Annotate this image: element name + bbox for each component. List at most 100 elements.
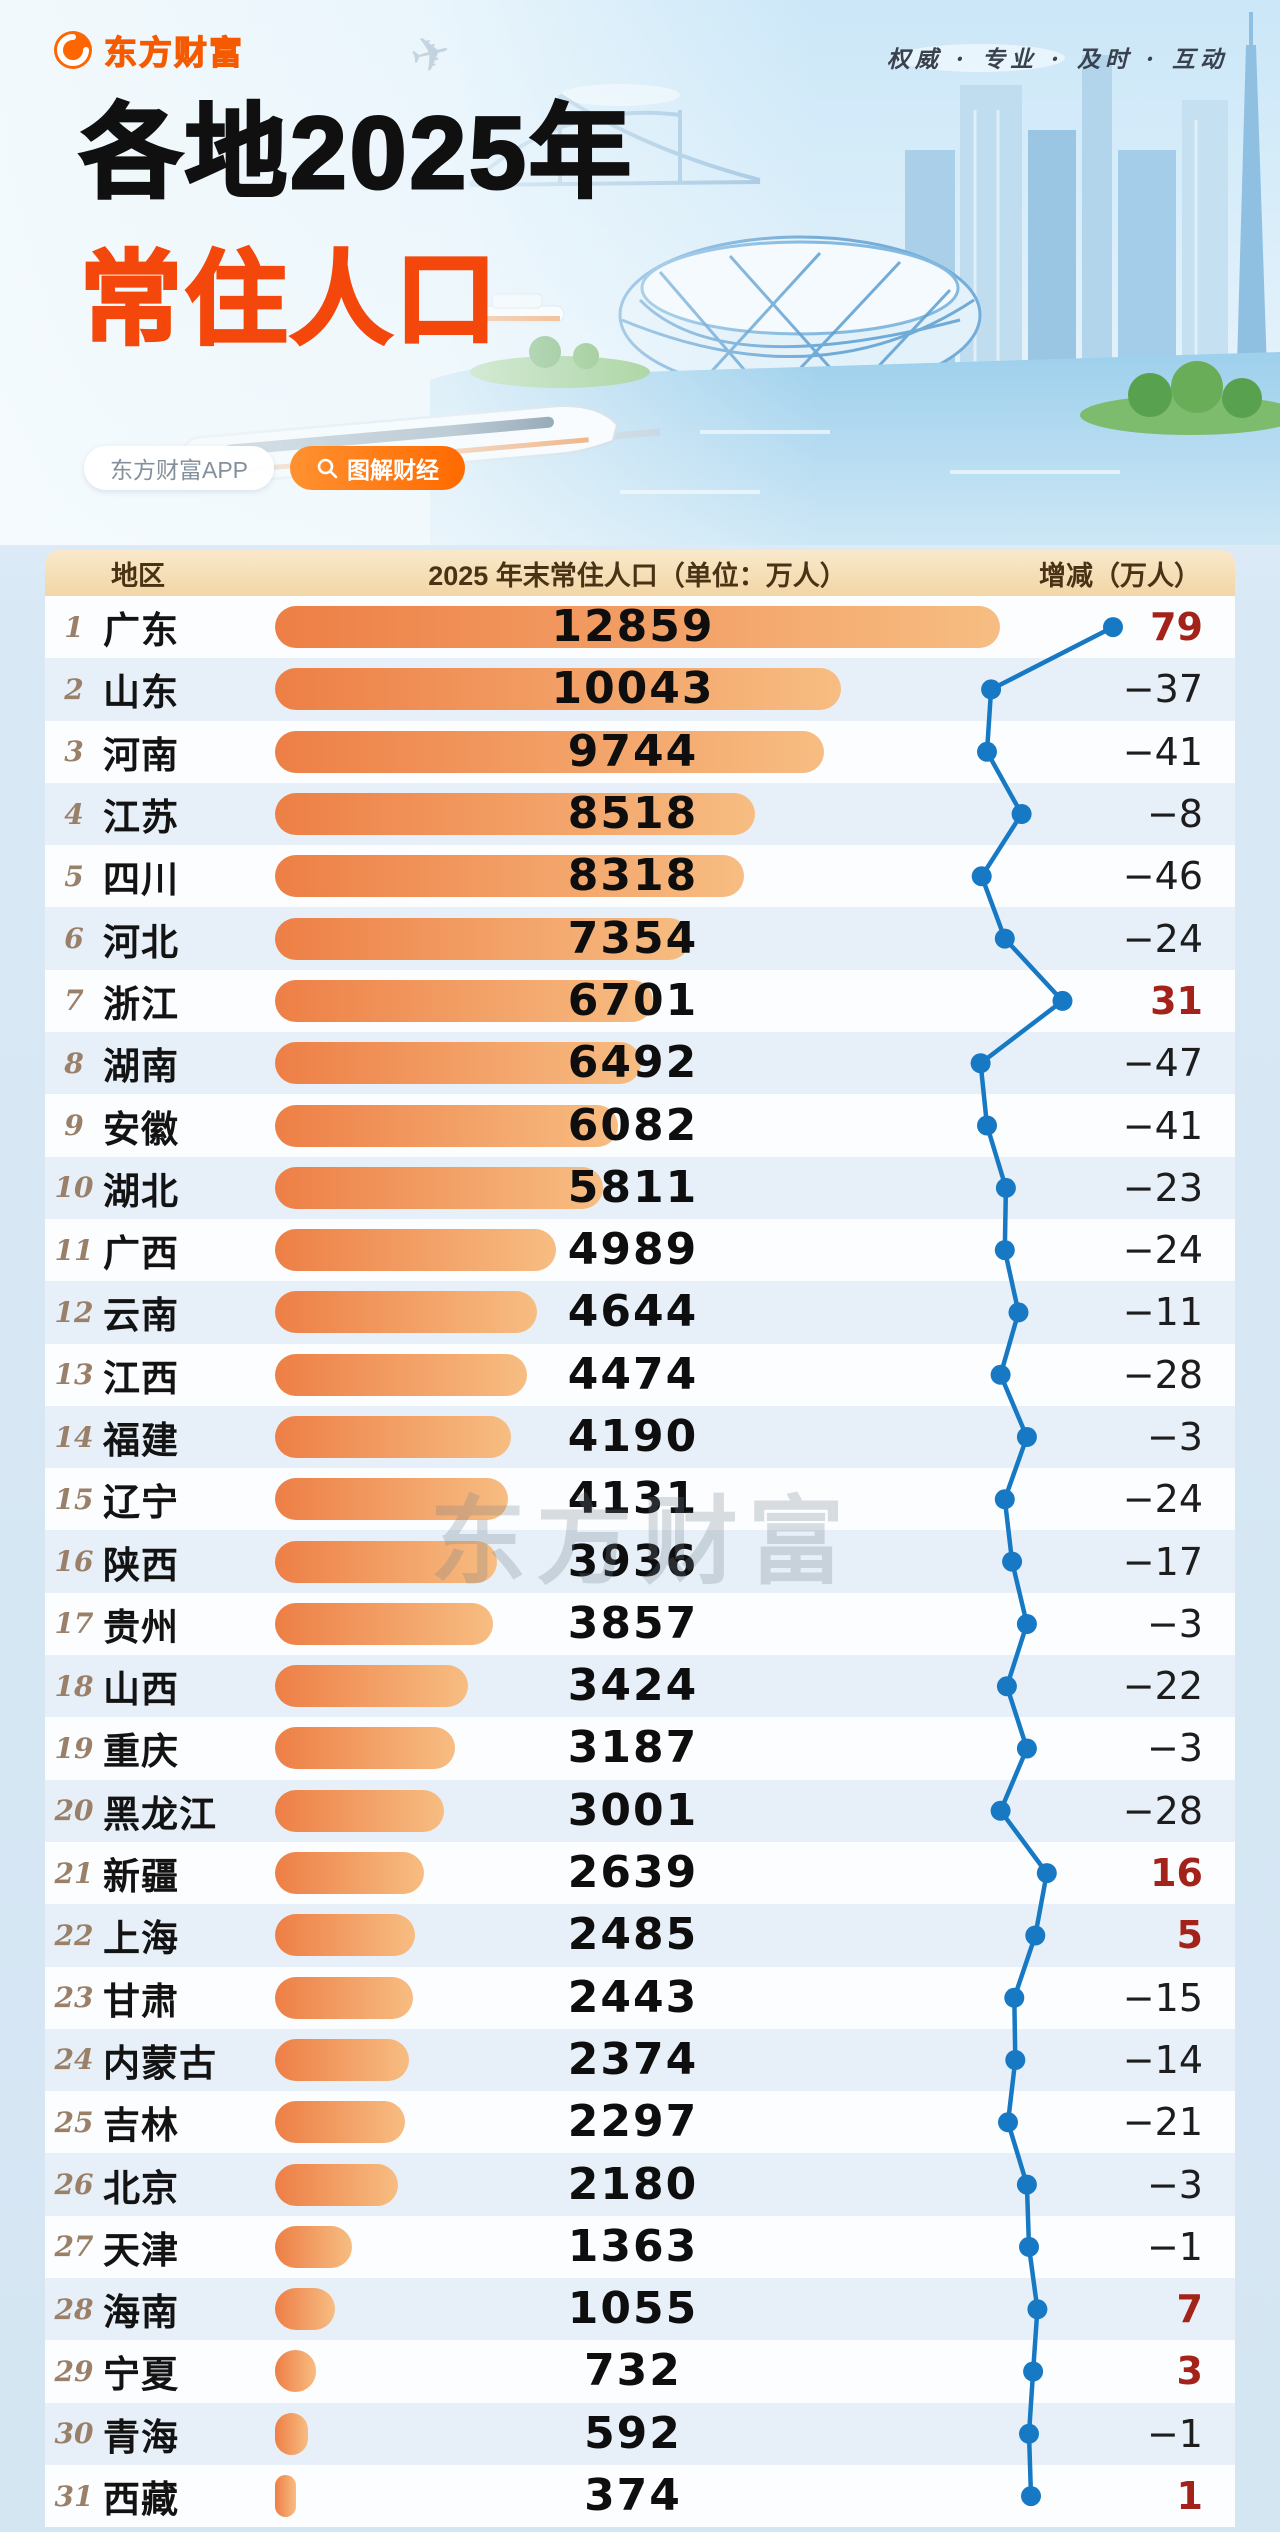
population-bar	[275, 2225, 352, 2268]
region-label: 重庆	[103, 1731, 179, 1773]
change-value: −37	[1122, 667, 1203, 712]
population-bar-area: 732	[275, 2349, 1000, 2393]
population-value: 592	[584, 2407, 682, 2459]
change-value: −24	[1122, 916, 1203, 961]
change-value: −3	[1146, 1415, 1203, 1459]
region-label: 黑龙江	[103, 1793, 217, 1835]
region-label: 天津	[103, 2229, 179, 2271]
population-bar-area: 4190	[275, 1415, 1000, 1459]
change-value: −3	[1146, 1601, 1203, 1646]
hero-section: ✈ 东方财富 权威 · 专业 · 及时 · 互动 各地2025年 常住人口 东方…	[0, 0, 1280, 550]
population-value: 3001	[567, 1784, 699, 1836]
population-bar-area: 1363	[275, 2224, 1000, 2269]
population-bar-area: 10043	[275, 667, 1000, 711]
app-button[interactable]: 东方财富APP	[84, 446, 275, 490]
rank-label: 19	[54, 1731, 94, 1765]
change-value: −41	[1122, 729, 1203, 774]
change-value: −28	[1122, 1788, 1203, 1833]
population-bar-area: 9744	[275, 725, 1000, 777]
population-value: 12859	[551, 601, 715, 653]
header-population: 2025 年末常住人口（单位：万人）	[428, 560, 847, 591]
population-value: 9744	[567, 725, 699, 777]
change-value: −1	[1146, 2411, 1203, 2456]
population-bar-area: 1055	[275, 2287, 1000, 2331]
rank-label: 8	[64, 1046, 84, 1080]
population-value: 10043	[551, 663, 715, 715]
region-label: 江西	[103, 1357, 179, 1399]
population-bar	[275, 2412, 309, 2455]
region-label: 四川	[103, 859, 179, 901]
region-label: 山东	[103, 672, 179, 714]
rank-label: 4	[64, 797, 84, 831]
rank-label: 21	[54, 1856, 94, 1890]
population-bar	[275, 1229, 557, 1272]
population-bar-area: 2639	[275, 1851, 1000, 1895]
rank-label: 23	[54, 1981, 94, 2015]
population-bar	[275, 2475, 297, 2518]
change-value: −11	[1122, 1290, 1203, 1335]
rank-label: 6	[64, 922, 84, 956]
region-label: 广西	[103, 1233, 179, 1275]
header-change: 增减（万人）	[1039, 560, 1201, 591]
table-row: 5 四川 8318 −46	[45, 845, 1235, 908]
page-title-line2: 常住人口	[79, 243, 500, 358]
population-bar-area: 3187	[275, 1726, 1000, 1770]
table-row: 3 河南 9744 −41	[45, 720, 1235, 783]
population-value: 4190	[567, 1411, 699, 1462]
region-label: 新疆	[103, 1856, 179, 1898]
population-bar	[275, 1478, 508, 1521]
population-value: 8318	[567, 850, 699, 902]
eastmoney-logo-icon	[54, 31, 92, 69]
population-value: 4989	[567, 1224, 699, 1276]
region-label: 贵州	[103, 1606, 179, 1648]
region-label: 甘肃	[103, 1980, 179, 2022]
change-value: −46	[1122, 854, 1203, 899]
region-label: 安徽	[103, 1108, 179, 1150]
explain-finance-button[interactable]: 图解财经	[290, 446, 466, 490]
population-bar	[275, 2038, 409, 2081]
population-bar-area: 3936	[275, 1539, 1000, 1584]
population-bar	[275, 668, 842, 711]
rank-label: 14	[54, 1420, 94, 1454]
region-label: 云南	[103, 1295, 179, 1337]
region-label: 青海	[103, 2416, 179, 2458]
change-value: −17	[1122, 1539, 1203, 1584]
rank-label: 17	[54, 1607, 94, 1641]
region-label: 北京	[103, 2167, 179, 2209]
population-value: 4131	[567, 1473, 699, 1525]
change-value: 79	[1150, 605, 1203, 650]
table-row: 11 广西 4989 −24	[45, 1218, 1235, 1282]
table-row: 24 内蒙古 2374 −14	[45, 2028, 1235, 2092]
change-value: 3	[1176, 2349, 1203, 2394]
skyline	[905, 12, 1268, 400]
population-table: 地区 2025 年末常住人口（单位：万人） 增减（万人） 东方财富 1 广东 128…	[45, 550, 1235, 2528]
region-label: 辽宁	[103, 1482, 179, 1524]
population-value: 4644	[567, 1286, 699, 1338]
brand-logo-text: 东方财富	[103, 33, 244, 71]
rank-label: 12	[54, 1295, 94, 1329]
population-bar-area: 7354	[275, 916, 1000, 961]
population-bar-area: 2443	[275, 1975, 1000, 2020]
region-label: 内蒙古	[103, 2042, 217, 2084]
population-bar	[275, 1416, 512, 1458]
population-bar-area: 4644	[275, 1290, 1000, 1334]
rank-label: 11	[54, 1233, 94, 1267]
brand-slogan: 权威 · 专业 · 及时 · 互动	[886, 46, 1228, 73]
population-value: 6082	[567, 1099, 699, 1151]
population-bar-area: 2297	[275, 2100, 1000, 2144]
population-bar-area: 592	[275, 2407, 1000, 2459]
table-row: 31 西藏 374 1	[45, 2464, 1235, 2528]
region-label: 海南	[103, 2292, 179, 2334]
population-bar-area: 3001	[275, 1784, 1000, 1836]
table-row: 23 甘肃 2443 −15	[45, 1966, 1235, 2029]
change-value: 31	[1150, 978, 1203, 1023]
population-bar	[275, 979, 653, 1022]
rank-label: 24	[54, 2043, 94, 2077]
table-row: 2 山东 10043 −37	[45, 658, 1235, 721]
population-value: 2639	[567, 1847, 699, 1899]
population-bar	[275, 1353, 528, 1396]
population-value: 374	[584, 2470, 682, 2522]
table-row: 26 北京 2180 −3	[45, 2153, 1235, 2216]
population-value: 8518	[567, 788, 699, 840]
population-bar	[275, 1166, 603, 1209]
